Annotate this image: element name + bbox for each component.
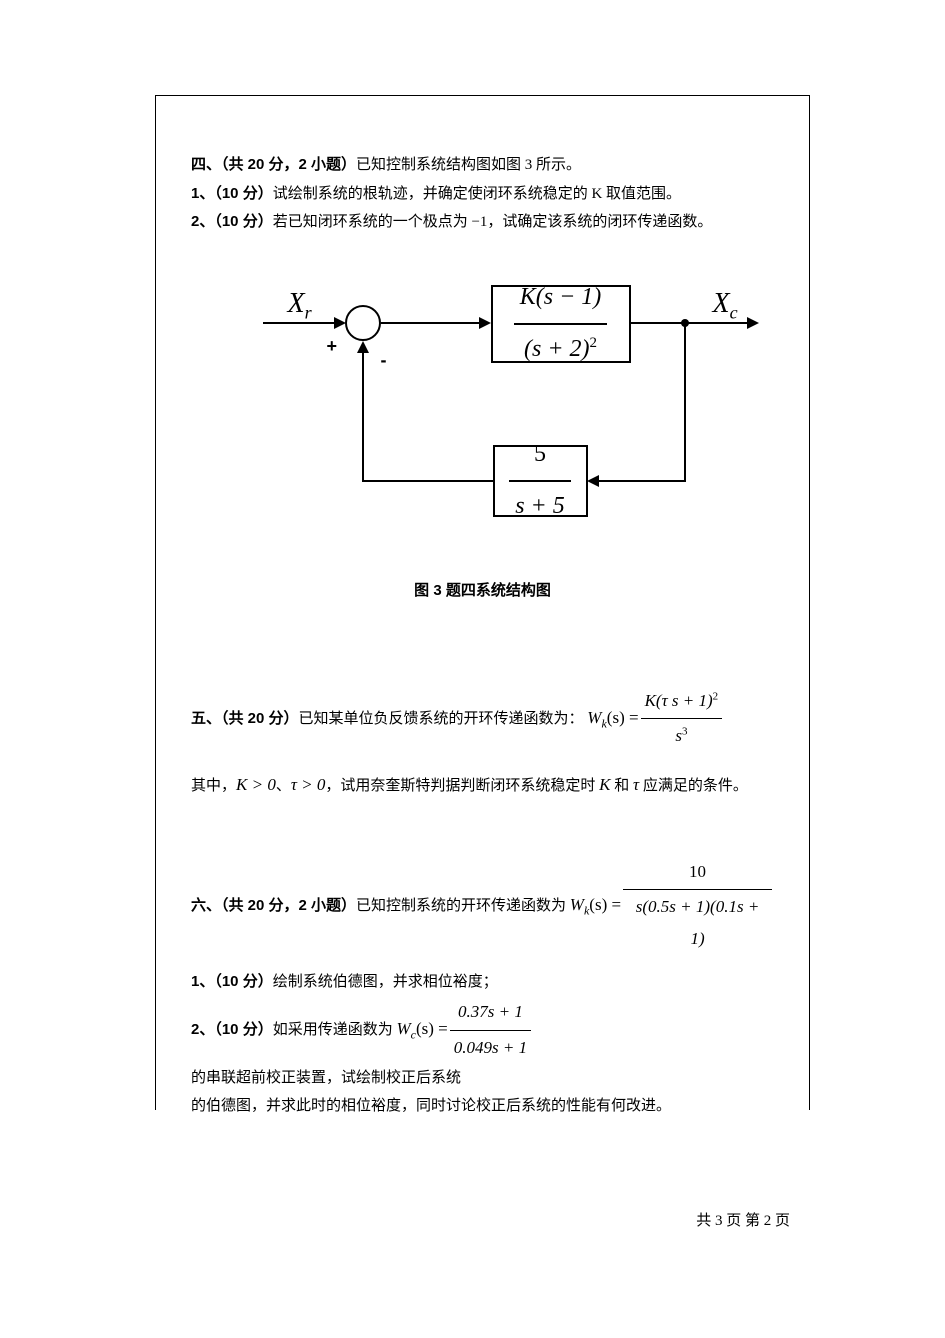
wk6-num: 10	[689, 862, 706, 881]
p5-K: K	[599, 775, 610, 794]
forward-block: K(s − 1) (s + 2)2	[491, 285, 631, 363]
p5-l2-end: 应满足的条件。	[639, 778, 748, 794]
arrow-into-sum-bottom	[357, 341, 369, 353]
wk-arg: (s) =	[607, 708, 639, 727]
wk6-arg: (s) =	[589, 895, 621, 914]
problem-4-heading: 四、（共 20 分，2 小题）	[191, 156, 356, 173]
wk-w: W	[587, 708, 601, 727]
problem-5-line1: 五、（共 20 分）已知某单位负反馈系统的开环传递函数为： Wk(s) = K(…	[191, 685, 774, 753]
problem-5-line2: 其中，K > 0、τ > 0，试用奈奎斯特判据判断闭环系统稳定时 K 和 τ 应…	[191, 769, 774, 801]
wk6-w: W	[570, 895, 584, 914]
problem-4-sub1: 1、（10 分）试绘制系统的根轨迹，并确定使闭环系统稳定的 K 取值范围。	[191, 180, 774, 209]
line-h-to-sum-v	[362, 352, 364, 482]
arrow-output	[747, 317, 759, 329]
footer-total-suffix: 页	[722, 1213, 741, 1229]
p5-tau-cond: τ > 0	[291, 775, 326, 794]
wk-num-exp: 2	[713, 690, 719, 702]
problem-6-sub2-before: 如采用传递函数为	[273, 1022, 393, 1038]
arrow-into-sum	[334, 317, 346, 329]
line-input	[263, 322, 336, 324]
feedback-block: 5 s + 5	[493, 445, 588, 517]
forward-num: K(s − 1)	[520, 284, 602, 310]
problem-6-heading: 六、（共 20 分，2 小题）	[191, 897, 356, 914]
problem-4-sub1-label: 1、（10 分）	[191, 185, 273, 202]
page-footer: 共 3 页 第 2 页	[696, 1209, 790, 1230]
wk6-den: s(0.5s + 1)(0.1s + 1)	[636, 897, 760, 948]
wk6-lhs: Wk	[570, 895, 590, 914]
feedback-fraction: 5 s + 5	[509, 432, 571, 529]
p5-K-cond: K > 0	[236, 775, 276, 794]
problem-6-sub2: 2、（10 分）如采用传递函数为 Wc(s) = 0.37s + 1 0.049…	[191, 996, 774, 1092]
output-label-sub: c	[730, 302, 738, 322]
p5-and: 和	[611, 778, 634, 794]
problem-6-sub2-line2: 的伯德图，并求此时的相位裕度，同时讨论校正后系统的性能有何改进。	[191, 1092, 774, 1121]
problem-4-sub1-text: 试绘制系统的根轨迹，并确定使闭环系统稳定的 K 取值范围。	[273, 186, 681, 202]
problem-4-sub2-text: 若已知闭环系统的一个极点为 −1，试确定该系统的闭环传递函数。	[273, 214, 713, 230]
output-label-x: X	[713, 288, 730, 319]
wk6-fraction: 10 s(0.5s + 1)(0.1s + 1)	[623, 856, 772, 956]
p5-l2-after: ，试用奈奎斯特判据判断闭环系统稳定时	[325, 778, 599, 794]
problem-6-line1: 六、（共 20 分，2 小题）已知控制系统的开环传递函数为 Wk(s) = 10…	[191, 856, 774, 956]
wc-den: 0.049s + 1	[454, 1038, 527, 1057]
line-sum-to-g	[381, 322, 481, 324]
problem-6: 六、（共 20 分，2 小题）已知控制系统的开环传递函数为 Wk(s) = 10…	[191, 856, 774, 1121]
wc-num: 0.37s + 1	[458, 1002, 523, 1021]
line-g-to-out	[631, 322, 749, 324]
problem-4-intro: 已知控制系统结构图如图 3 所示。	[356, 157, 581, 173]
block-diagram: Xr Xc + - K(s − 1) (s + 2)2	[203, 267, 763, 567]
problem-5: 五、（共 20 分）已知某单位负反馈系统的开环传递函数为： Wk(s) = K(…	[191, 685, 774, 801]
problem-4-line1: 四、（共 20 分，2 小题）已知控制系统结构图如图 3 所示。	[191, 151, 774, 180]
line-h-to-sum-h	[363, 480, 493, 482]
problem-6-sub1-text: 绘制系统伯德图，并求相位裕度；	[273, 974, 498, 990]
problem-5-intro: 已知某单位负反馈系统的开环传递函数为：	[299, 711, 584, 727]
footer-total-label: 共	[696, 1213, 715, 1229]
arrow-into-g	[479, 317, 491, 329]
problem-4: 四、（共 20 分，2 小题）已知控制系统结构图如图 3 所示。 1、（10 分…	[191, 151, 774, 605]
line-feedback-down	[684, 323, 686, 481]
plus-sign: +	[327, 329, 338, 363]
wk-den-exp: 3	[682, 726, 688, 738]
feedback-num: 5	[534, 441, 546, 467]
arrow-into-h	[587, 475, 599, 487]
figure-3-caption: 图 3 题四系统结构图	[191, 577, 774, 606]
wc-w: W	[396, 1019, 410, 1038]
footer-current-label: 第	[745, 1213, 764, 1229]
forward-den-exp: 2	[590, 335, 598, 351]
problem-6-sub1: 1、（10 分）绘制系统伯德图，并求相位裕度；	[191, 968, 774, 997]
problem-6-intro: 已知控制系统的开环传递函数为	[356, 898, 566, 914]
page-content-border: 四、（共 20 分，2 小题）已知控制系统结构图如图 3 所示。 1、（10 分…	[155, 95, 810, 1110]
wk-num: K(τ s + 1)	[645, 691, 713, 710]
line-feedback-to-h	[598, 480, 686, 482]
wc-lhs: Wc	[396, 1019, 416, 1038]
problem-4-sub2: 2、（10 分）若已知闭环系统的一个极点为 −1，试确定该系统的闭环传递函数。	[191, 208, 774, 237]
wc-arg: (s) =	[416, 1019, 448, 1038]
wk-fraction: K(τ s + 1)2 s3	[641, 685, 723, 753]
p5-l2-before: 其中，	[191, 778, 236, 794]
problem-6-sub2-after: 的串联超前校正装置，试绘制校正后系统	[191, 1064, 461, 1093]
minus-sign: -	[381, 343, 387, 377]
problem-6-sub1-label: 1、（10 分）	[191, 973, 273, 990]
input-label-sub: r	[305, 302, 312, 322]
forward-den-left: (s + 2)	[524, 336, 590, 362]
problem-6-sub2-label: 2、（10 分）	[191, 1021, 273, 1038]
problem-5-heading: 五、（共 20 分）	[191, 710, 299, 727]
problem-4-sub2-label: 2、（10 分）	[191, 213, 273, 230]
p5-sep1: 、	[276, 778, 291, 794]
wk-lhs: Wk	[587, 708, 607, 727]
wc-fraction: 0.37s + 1 0.049s + 1	[450, 996, 531, 1064]
summing-junction	[345, 305, 381, 341]
feedback-den: s + 5	[515, 493, 565, 519]
forward-fraction: K(s − 1) (s + 2)2	[514, 275, 608, 372]
input-label-x: X	[288, 288, 305, 319]
footer-current-suffix: 页	[771, 1213, 790, 1229]
wk-den-base: s	[675, 726, 682, 745]
